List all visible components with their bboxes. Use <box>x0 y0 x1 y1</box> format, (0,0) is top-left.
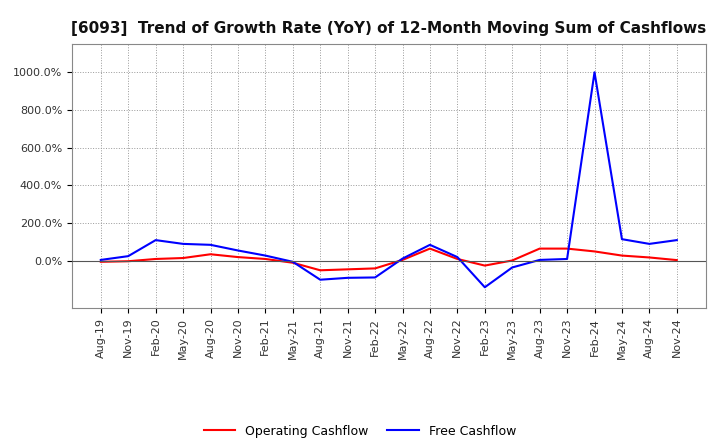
Free Cashflow <box>316 277 325 282</box>
Free Cashflow <box>233 248 242 253</box>
Operating Cashflow <box>179 255 187 260</box>
Operating Cashflow <box>206 252 215 257</box>
Free Cashflow <box>289 259 297 264</box>
Operating Cashflow <box>371 266 379 271</box>
Operating Cashflow <box>343 267 352 272</box>
Operating Cashflow <box>645 255 654 260</box>
Line: Operating Cashflow: Operating Cashflow <box>101 249 677 270</box>
Operating Cashflow <box>453 257 462 262</box>
Free Cashflow <box>426 242 434 247</box>
Free Cashflow <box>206 242 215 247</box>
Free Cashflow <box>371 275 379 280</box>
Operating Cashflow <box>508 258 516 263</box>
Free Cashflow <box>453 254 462 260</box>
Operating Cashflow <box>151 257 160 262</box>
Free Cashflow <box>179 241 187 246</box>
Operating Cashflow <box>590 249 599 254</box>
Operating Cashflow <box>426 246 434 251</box>
Free Cashflow <box>480 285 489 290</box>
Operating Cashflow <box>233 254 242 260</box>
Line: Free Cashflow: Free Cashflow <box>101 72 677 287</box>
Operating Cashflow <box>480 263 489 268</box>
Free Cashflow <box>672 238 681 243</box>
Free Cashflow <box>96 257 105 263</box>
Operating Cashflow <box>124 259 132 264</box>
Free Cashflow <box>151 238 160 243</box>
Operating Cashflow <box>96 259 105 264</box>
Free Cashflow <box>590 70 599 75</box>
Free Cashflow <box>536 257 544 263</box>
Operating Cashflow <box>618 253 626 258</box>
Free Cashflow <box>563 257 572 262</box>
Free Cashflow <box>645 241 654 246</box>
Free Cashflow <box>618 237 626 242</box>
Operating Cashflow <box>316 268 325 273</box>
Legend: Operating Cashflow, Free Cashflow: Operating Cashflow, Free Cashflow <box>199 420 521 440</box>
Operating Cashflow <box>289 260 297 265</box>
Operating Cashflow <box>563 246 572 251</box>
Free Cashflow <box>124 253 132 259</box>
Free Cashflow <box>261 253 270 258</box>
Free Cashflow <box>398 256 407 261</box>
Title: [6093]  Trend of Growth Rate (YoY) of 12-Month Moving Sum of Cashflows: [6093] Trend of Growth Rate (YoY) of 12-… <box>71 21 706 36</box>
Operating Cashflow <box>536 246 544 251</box>
Free Cashflow <box>508 265 516 270</box>
Operating Cashflow <box>398 257 407 263</box>
Free Cashflow <box>343 275 352 280</box>
Operating Cashflow <box>261 257 270 262</box>
Operating Cashflow <box>672 257 681 263</box>
